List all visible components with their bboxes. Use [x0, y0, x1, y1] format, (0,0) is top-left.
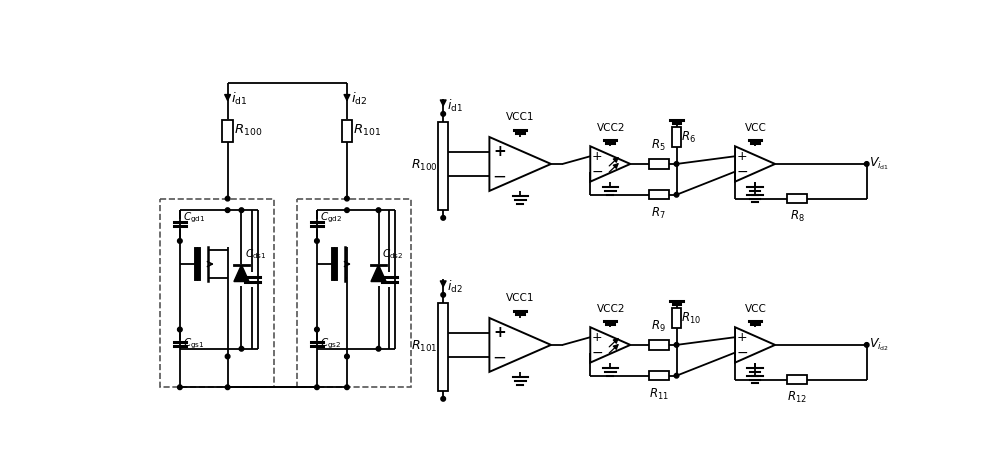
Text: $i_{\rm d1}$: $i_{\rm d1}$ [447, 98, 463, 114]
Text: VCC: VCC [745, 123, 767, 133]
Text: $R_7$: $R_7$ [651, 205, 666, 220]
Circle shape [178, 239, 182, 243]
Text: $R_{100}$: $R_{100}$ [234, 123, 262, 138]
Bar [649, 371, 669, 380]
Bar [438, 122, 448, 210]
Text: −: − [492, 167, 506, 185]
Circle shape [225, 385, 230, 389]
Text: +: + [493, 325, 506, 340]
Text: $i_{\rm d2}$: $i_{\rm d2}$ [351, 91, 367, 107]
Text: −: − [736, 165, 748, 179]
Text: VCC1: VCC1 [506, 293, 534, 303]
Text: $R_{10}$: $R_{10}$ [681, 310, 701, 326]
Text: $R_{100}$: $R_{100}$ [411, 158, 438, 174]
Text: +: + [737, 150, 747, 163]
Circle shape [178, 327, 182, 332]
Bar [438, 302, 448, 391]
Text: +: + [592, 331, 603, 344]
Circle shape [864, 161, 869, 166]
Text: $R_9$: $R_9$ [651, 319, 666, 334]
Text: −: − [591, 165, 603, 179]
Text: $C_{\rm gd1}$: $C_{\rm gd1}$ [183, 211, 205, 225]
Bar [672, 308, 681, 328]
Circle shape [674, 161, 679, 166]
Circle shape [674, 192, 679, 197]
Text: $R_{101}$: $R_{101}$ [353, 123, 381, 138]
Polygon shape [234, 265, 249, 282]
Circle shape [864, 343, 869, 347]
Text: −: − [591, 345, 603, 359]
Text: +: + [493, 144, 506, 159]
Circle shape [225, 208, 230, 212]
Circle shape [315, 239, 319, 243]
Text: +: + [592, 150, 603, 163]
Circle shape [178, 385, 182, 389]
Text: $i_{\rm d1}$: $i_{\rm d1}$ [231, 91, 248, 107]
Polygon shape [371, 265, 386, 282]
Text: $R_{12}$: $R_{12}$ [787, 390, 807, 405]
Circle shape [345, 196, 349, 201]
Circle shape [674, 343, 679, 347]
Text: −: − [492, 348, 506, 366]
Circle shape [239, 208, 244, 212]
Text: $V_{i_{\rm d1}}$: $V_{i_{\rm d1}}$ [869, 156, 889, 172]
Text: $R_{101}$: $R_{101}$ [411, 339, 438, 354]
Circle shape [315, 327, 319, 332]
Bar [649, 190, 669, 199]
Text: $R_5$: $R_5$ [651, 138, 666, 153]
Circle shape [376, 346, 381, 351]
Bar [649, 159, 669, 168]
Bar [222, 120, 233, 142]
Bar [787, 194, 807, 203]
Text: $V_{i_{\rm d2}}$: $V_{i_{\rm d2}}$ [869, 336, 889, 353]
Text: −: − [736, 345, 748, 359]
Text: $R_6$: $R_6$ [681, 130, 696, 145]
Circle shape [441, 292, 446, 297]
Text: +: + [737, 331, 747, 344]
Circle shape [345, 354, 349, 359]
Text: VCC2: VCC2 [597, 123, 625, 133]
Bar [160, 198, 274, 387]
Text: VCC: VCC [745, 304, 767, 314]
Circle shape [674, 373, 679, 378]
Bar [787, 375, 807, 384]
Circle shape [376, 208, 381, 212]
Circle shape [441, 111, 446, 116]
Bar [672, 127, 681, 147]
Bar [297, 198, 411, 387]
Text: $C_{\rm gd2}$: $C_{\rm gd2}$ [320, 211, 342, 225]
Circle shape [345, 208, 349, 212]
Circle shape [441, 216, 446, 220]
Bar [649, 340, 669, 350]
Circle shape [441, 396, 446, 401]
Text: VCC2: VCC2 [597, 304, 625, 314]
Circle shape [315, 385, 319, 389]
Text: $C_{\rm ds1}$: $C_{\rm ds1}$ [245, 247, 267, 261]
Bar [342, 120, 352, 142]
Text: $R_{11}$: $R_{11}$ [649, 387, 669, 402]
Text: $C_{\rm gs2}$: $C_{\rm gs2}$ [320, 336, 341, 351]
Circle shape [345, 385, 349, 389]
Text: $C_{\rm ds2}$: $C_{\rm ds2}$ [382, 247, 404, 261]
Text: $C_{\rm gs1}$: $C_{\rm gs1}$ [183, 336, 205, 351]
Text: $i_{\rm d2}$: $i_{\rm d2}$ [447, 279, 463, 295]
Circle shape [225, 196, 230, 201]
Circle shape [225, 354, 230, 359]
Circle shape [239, 346, 244, 351]
Text: $R_8$: $R_8$ [790, 209, 805, 225]
Text: VCC1: VCC1 [506, 112, 534, 122]
